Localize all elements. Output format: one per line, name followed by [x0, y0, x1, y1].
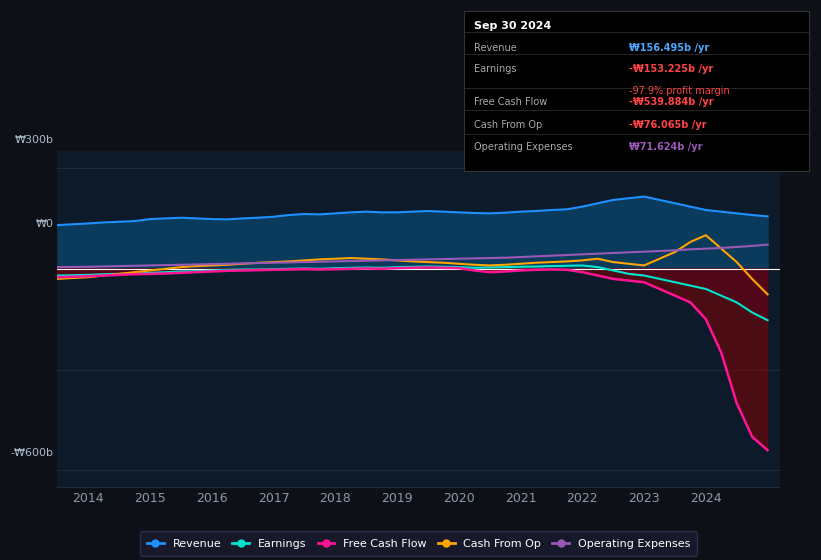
Text: -₩539.884b /yr: -₩539.884b /yr	[630, 97, 714, 108]
Legend: Revenue, Earnings, Free Cash Flow, Cash From Op, Operating Expenses: Revenue, Earnings, Free Cash Flow, Cash …	[140, 531, 697, 556]
Text: ₩156.495b /yr: ₩156.495b /yr	[630, 43, 709, 53]
Text: Sep 30 2024: Sep 30 2024	[475, 21, 552, 31]
Text: ₩300b: ₩300b	[14, 135, 53, 145]
Text: Earnings: Earnings	[475, 64, 516, 74]
Text: ₩0: ₩0	[35, 219, 53, 229]
Text: Operating Expenses: Operating Expenses	[475, 142, 573, 152]
Text: Revenue: Revenue	[475, 43, 517, 53]
Text: ₩71.624b /yr: ₩71.624b /yr	[630, 142, 703, 152]
Text: Free Cash Flow: Free Cash Flow	[475, 97, 548, 108]
Text: -₩600b: -₩600b	[11, 449, 53, 459]
Text: -₩76.065b /yr: -₩76.065b /yr	[630, 120, 707, 130]
Text: -97.9% profit margin: -97.9% profit margin	[630, 86, 730, 96]
Text: -₩153.225b /yr: -₩153.225b /yr	[630, 64, 713, 74]
Text: Cash From Op: Cash From Op	[475, 120, 543, 130]
